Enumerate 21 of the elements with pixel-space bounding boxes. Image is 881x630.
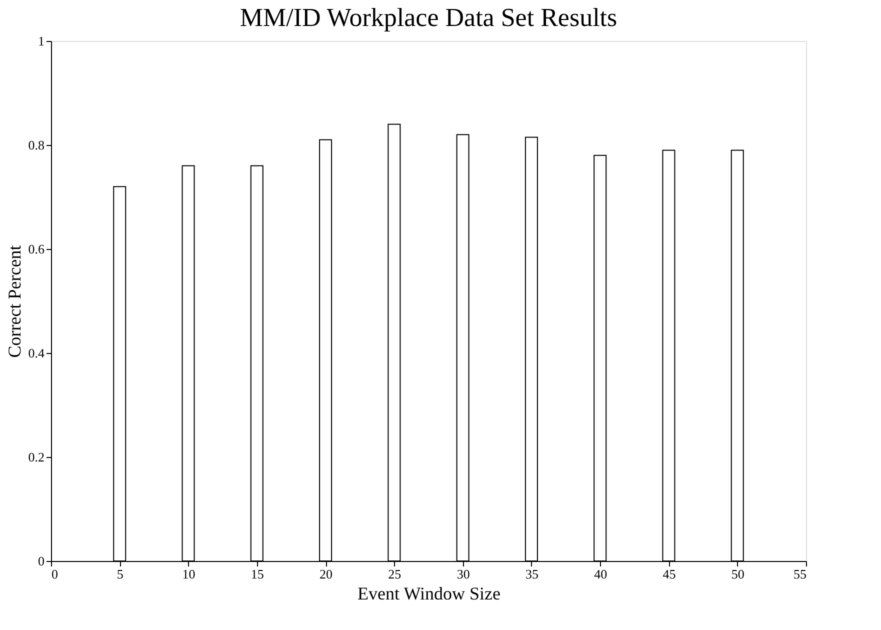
x-tick-label: 45 [662,566,676,582]
y-tick-label: 0.2 [28,450,44,464]
x-tick-label: 55 [794,566,806,582]
x-tick-label: 40 [594,566,608,582]
y-tick-label: 0.8 [28,138,44,152]
x-tick-label: 30 [456,566,470,582]
x-tick-label: 20 [320,566,333,582]
x-tick-label: 25 [388,566,402,582]
y-tick-label: 0 [38,554,44,568]
y-tick-label: 1 [38,34,44,48]
x-tick-label: 10 [182,566,196,582]
x-tick-label: 50 [731,566,744,582]
y-tick-label: 0.4 [28,346,45,360]
x-tick-label: 0 [52,566,58,582]
x-tick-label: 15 [250,566,264,582]
y-axis-title: Correct Percent [4,245,24,358]
x-tick-label: 35 [525,566,538,582]
x-tick-label: 5 [116,566,124,582]
chart-title: MM/ID Workplace Data Set Results [240,3,618,32]
x-axis-title: Event Window Size [358,584,500,604]
y-tick-label: 0.6 [28,242,45,256]
